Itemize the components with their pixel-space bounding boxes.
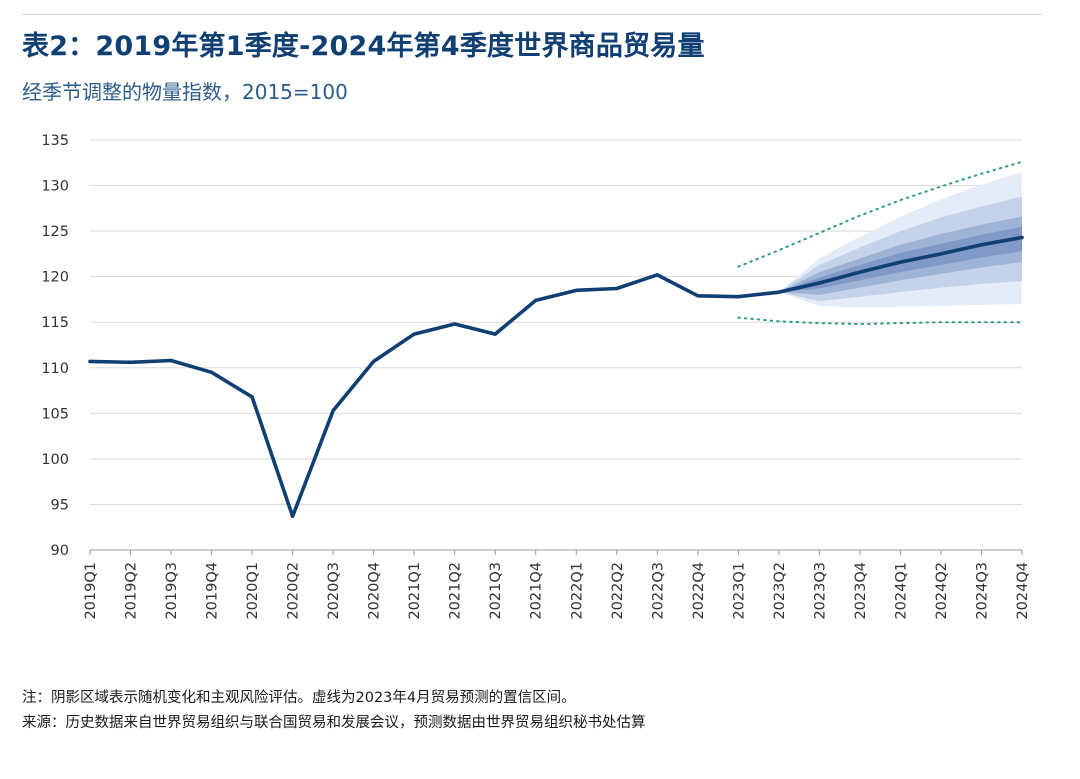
source-note: 来源：历史数据来自世界贸易组织与联合国贸易和发展会议，预测数据由世界贸易组织秘书…: [22, 715, 646, 731]
data-point: [291, 515, 294, 518]
data-series: [88, 235, 1024, 519]
y-tick-label-135: 135: [41, 133, 69, 149]
data-point: [534, 299, 537, 302]
data-point: [453, 322, 456, 326]
y-tick-label-100: 100: [41, 452, 69, 468]
line-chart: 2019Q1 2019Q2 2019Q3 2019Q4 2020Q1 2020Q2 2020…: [41, 133, 1031, 620]
data-point: [939, 252, 943, 256]
x-tick-label-2021Q2: 2021Q2: [448, 562, 464, 620]
y-tick-label-130: 130: [41, 179, 69, 195]
y-tick-label-90: 90: [51, 543, 69, 559]
data-point: [656, 273, 659, 277]
x-tick-label-2023Q2: 2023Q2: [772, 562, 788, 620]
y-tick-label-95: 95: [51, 497, 69, 513]
x-tick-label-2019Q4: 2019Q4: [205, 562, 221, 620]
series-line-0: [88, 235, 1024, 519]
y-tick-label-105: 105: [41, 406, 69, 422]
data-point: [858, 270, 862, 274]
footnote: 注：阴影区域表示随机变化和主观风险评估。虚线为2023年4月贸易预测的置信区间。: [22, 690, 576, 706]
x-axis: 2019Q1 2019Q2 2019Q3 2019Q4 2020Q1 2020Q2 2020…: [83, 549, 1031, 620]
x-tick-label-2022Q2: 2022Q2: [610, 562, 626, 620]
data-point: [169, 359, 173, 362]
x-tick-label-2022Q4: 2022Q4: [691, 562, 707, 620]
top-rule: [22, 14, 1042, 15]
x-tick-label-2021Q1: 2021Q1: [407, 562, 423, 620]
chart-subtitle: 经季节调整的物量指数，2015=100: [22, 80, 348, 104]
data-point: [696, 294, 700, 297]
x-tick-label-2024Q2: 2024Q2: [934, 562, 950, 620]
confidence-interval-upper: [737, 160, 1023, 268]
x-tick-label-2024Q4: 2024Q4: [1015, 562, 1031, 620]
data-point: [575, 289, 578, 292]
data-point: [818, 281, 821, 285]
x-tick-label-2020Q1: 2020Q1: [245, 562, 261, 620]
x-tick-label-2020Q4: 2020Q4: [367, 562, 383, 620]
confidence-interval-lines: [737, 160, 1023, 326]
data-point: [1020, 236, 1024, 239]
y-tick-label-110: 110: [41, 361, 69, 377]
data-point: [412, 332, 416, 336]
chart-notes: 注：阴影区域表示随机变化和主观风险评估。虚线为2023年4月贸易预测的置信区间。…: [22, 686, 646, 736]
x-tick-label-2022Q3: 2022Q3: [650, 562, 666, 620]
chart-title: 表2：2019年第1季度-2024年第4季度世界商品贸易量: [22, 31, 705, 62]
data-point: [615, 287, 618, 290]
y-tick-label-115: 115: [41, 315, 69, 331]
data-point: [331, 409, 335, 412]
x-tick-label-2023Q3: 2023Q3: [812, 562, 828, 620]
data-point: [980, 243, 983, 246]
data-point: [899, 260, 902, 264]
data-point: [250, 395, 254, 399]
x-tick-label-2020Q3: 2020Q3: [326, 562, 342, 620]
data-point: [494, 332, 497, 336]
y-tick-label-120: 120: [41, 270, 69, 286]
data-point: [777, 290, 781, 294]
x-tick-label-2019Q2: 2019Q2: [124, 562, 140, 620]
x-tick-label-2023Q1: 2023Q1: [731, 562, 747, 620]
data-point: [88, 360, 92, 363]
gridlines: [90, 139, 1022, 505]
x-tick-label-2024Q3: 2024Q3: [974, 562, 990, 620]
x-tick-label-2022Q1: 2022Q1: [569, 562, 585, 620]
data-point: [129, 361, 132, 364]
data-point: [372, 360, 375, 363]
y-tick-label-125: 125: [41, 224, 69, 240]
confidence-interval-lower: [737, 316, 1023, 326]
data-point: [210, 371, 213, 374]
data-point: [737, 295, 740, 298]
x-tick-label-2021Q3: 2021Q3: [488, 562, 504, 620]
x-tick-label-2019Q3: 2019Q3: [164, 562, 180, 620]
y-axis: 90 95 100 105 110 115 120 125 130 135: [41, 133, 69, 559]
x-tick-label-2021Q4: 2021Q4: [529, 562, 545, 620]
x-tick-label-2019Q1: 2019Q1: [83, 562, 99, 620]
x-tick-label-2024Q1: 2024Q1: [893, 562, 909, 620]
x-tick-label-2023Q4: 2023Q4: [853, 562, 869, 620]
forecast-bands: [778, 171, 1022, 308]
x-tick-label-2020Q2: 2020Q2: [286, 562, 302, 620]
